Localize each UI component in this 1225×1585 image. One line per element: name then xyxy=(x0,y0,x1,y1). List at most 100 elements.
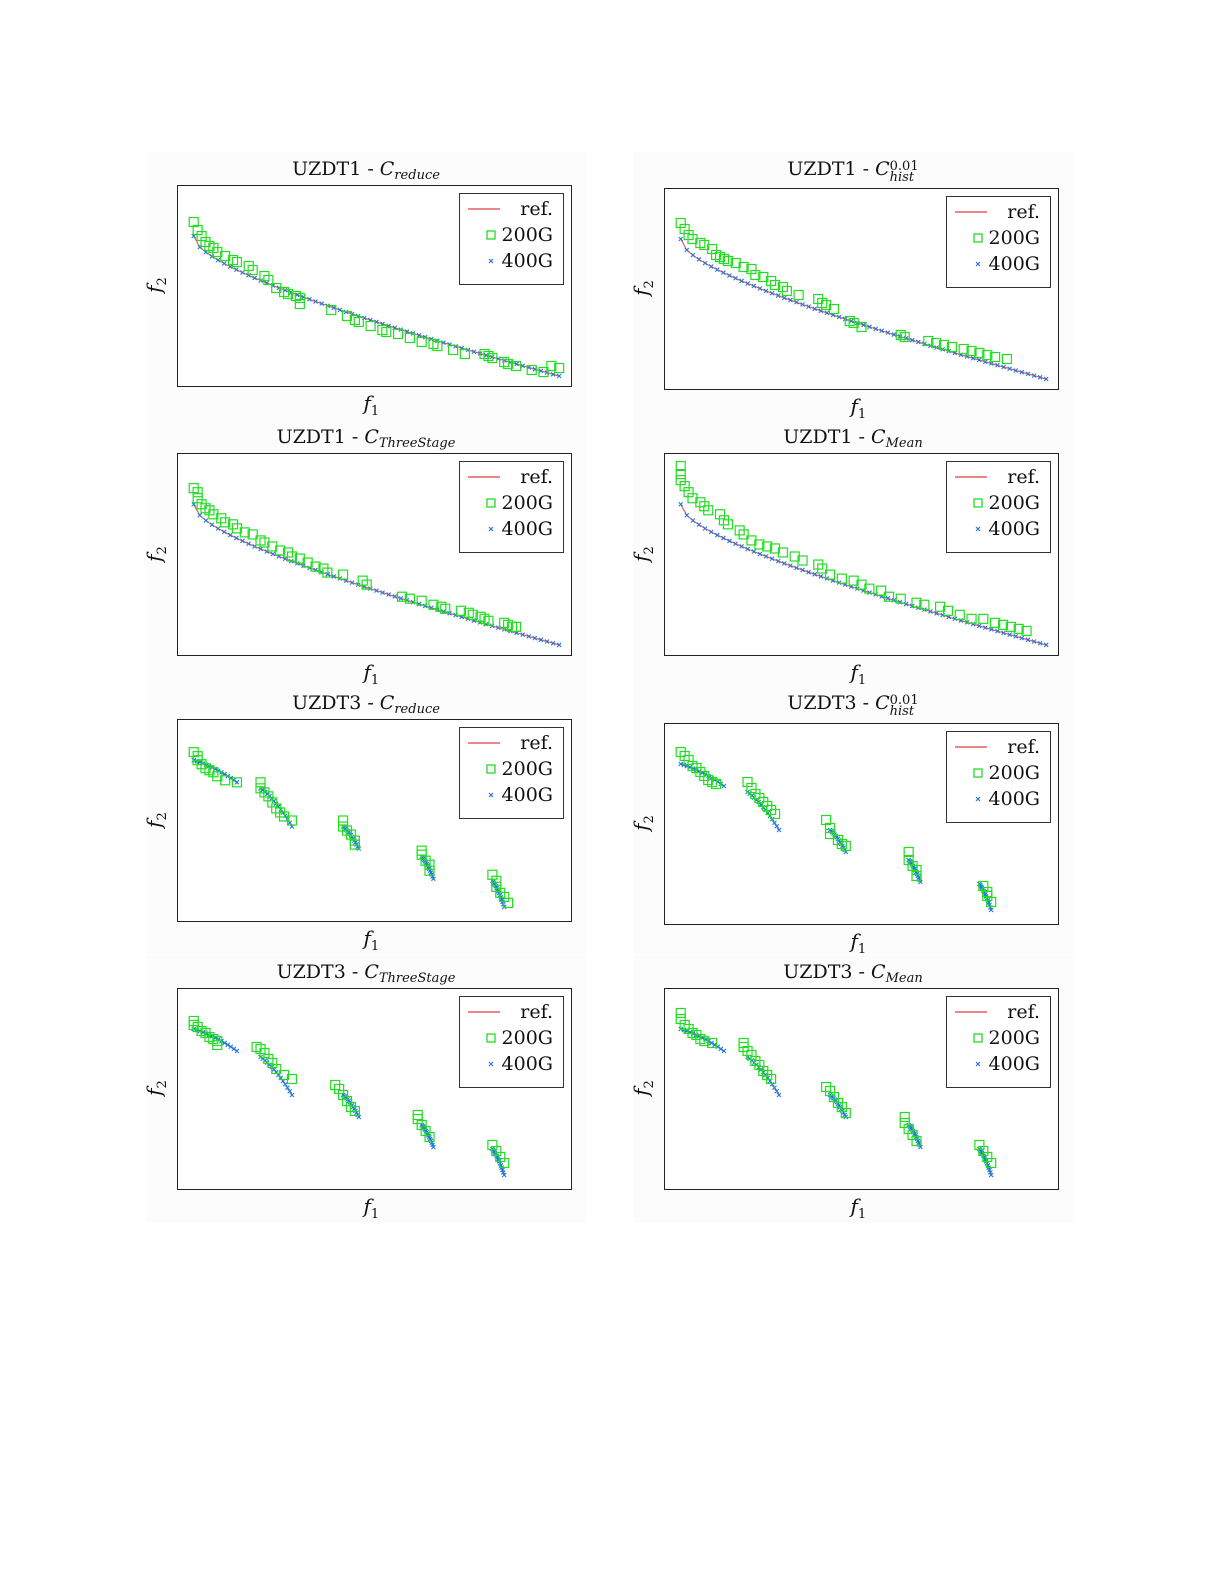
line-icon xyxy=(468,742,500,744)
legend-label-200g: 200G xyxy=(501,224,553,246)
chart-panel-uzdt3-hist: UZDT3 - C 0.01 hist ref. 200G 400G f2 f1 xyxy=(629,686,1073,957)
y-axis-label: f2 xyxy=(141,277,170,293)
legend-item-ref: ref. xyxy=(947,464,1050,490)
line-icon xyxy=(468,1011,500,1013)
legend: ref. 200G 400G xyxy=(946,196,1051,288)
plot-area: ref. 200G 400G xyxy=(177,988,572,1190)
y-axis-label: f2 xyxy=(628,1080,657,1096)
legend-item-400g: 400G xyxy=(947,516,1050,542)
criterion-symbol: C xyxy=(364,961,379,983)
legend-item-200g: 200G xyxy=(947,760,1050,786)
plot-area: ref. 200G 400G xyxy=(177,453,572,656)
title-separator: - xyxy=(345,426,365,448)
legend-label-400g: 400G xyxy=(988,788,1040,810)
criterion-symbol: C xyxy=(875,692,890,714)
y-axis-label: f2 xyxy=(141,545,170,562)
legend-label-400g: 400G xyxy=(988,1053,1040,1075)
legend-item-200g: 200G xyxy=(947,1025,1050,1051)
legend-label-200g: 200G xyxy=(501,1027,553,1049)
x-axis-label: f1 xyxy=(363,660,380,688)
legend-label-200g: 200G xyxy=(501,758,553,780)
panel-title: UZDT1 - CMean xyxy=(633,426,1073,451)
title-separator: - xyxy=(852,961,872,983)
title-separator: - xyxy=(345,961,365,983)
legend-label-400g: 400G xyxy=(501,250,553,272)
legend-label-400g: 400G xyxy=(988,518,1040,540)
legend-item-ref: ref. xyxy=(460,730,563,756)
criterion-subscript: reduce xyxy=(394,168,440,183)
x-axis-label: f1 xyxy=(850,1194,867,1222)
x-marker-icon xyxy=(488,792,494,798)
chart-panel-uzdt3-threestage: UZDT3 - CThreeStage ref. 200G 400G f2 f xyxy=(142,955,586,1223)
x-axis-label: f1 xyxy=(363,391,380,419)
scatter-plot xyxy=(188,1015,510,1178)
legend: ref. 200G 400G xyxy=(946,731,1051,823)
legend-label-200g: 200G xyxy=(501,492,553,514)
problem-name: UZDT1 xyxy=(783,426,853,448)
title-separator: - xyxy=(856,158,876,180)
legend: ref. 200G 400G xyxy=(459,193,564,285)
chart-panel-uzdt1-hist: UZDT1 - C 0.01 hist ref. 200G 400G f2 f1 xyxy=(629,152,1073,422)
criterion-symbol: C xyxy=(871,426,886,448)
legend-label-200g: 200G xyxy=(988,492,1040,514)
criterion-subscript: Mean xyxy=(885,971,923,986)
chart-panel-uzdt1-threestage: UZDT1 - CThreeStage ref. 200G 400G f2 f xyxy=(142,420,586,688)
legend-label-200g: 200G xyxy=(988,227,1040,249)
line-icon xyxy=(955,746,987,748)
legend-item-ref: ref. xyxy=(460,196,563,222)
line-icon xyxy=(468,208,500,210)
line-icon xyxy=(468,476,500,478)
y-axis-label: f2 xyxy=(141,1080,170,1096)
square-marker-icon xyxy=(973,498,983,508)
legend-item-400g: 400G xyxy=(460,782,563,808)
line-icon xyxy=(955,1011,987,1013)
y-axis-label: f2 xyxy=(628,545,657,562)
legend-label-200g: 200G xyxy=(988,762,1040,784)
criterion-superscript: 0.01 xyxy=(889,159,919,174)
plot-area: ref. 200G 400G xyxy=(177,185,572,387)
square-marker-icon xyxy=(973,1033,983,1043)
square-marker-icon xyxy=(486,230,496,240)
problem-name: UZDT1 xyxy=(292,158,362,180)
legend-item-ref: ref. xyxy=(947,199,1050,225)
problem-name: UZDT1 xyxy=(276,426,346,448)
problem-name: UZDT1 xyxy=(787,158,857,180)
title-separator: - xyxy=(852,426,872,448)
scatter-plot xyxy=(675,1007,997,1178)
legend-item-200g: 200G xyxy=(947,490,1050,516)
square-marker-icon xyxy=(486,498,496,508)
chart-panel-uzdt3-mean: UZDT3 - CMean ref. 200G 400G f2 f1 xyxy=(629,955,1073,1223)
panel-title: UZDT1 - C 0.01 hist xyxy=(633,158,1073,184)
legend-item-ref: ref. xyxy=(460,464,563,490)
x-marker-icon xyxy=(488,526,494,532)
plot-area: ref. 200G 400G xyxy=(177,719,572,922)
legend-item-400g: 400G xyxy=(947,1051,1050,1077)
legend-item-ref: ref. xyxy=(460,999,563,1025)
line-icon xyxy=(955,211,987,213)
plot-area: ref. 200G 400G xyxy=(664,988,1059,1190)
plot-area: ref. 200G 400G xyxy=(664,188,1059,390)
legend-item-400g: 400G xyxy=(460,1051,563,1077)
scatter-plot xyxy=(188,483,562,648)
square-marker-icon xyxy=(973,233,983,243)
x-marker-icon xyxy=(488,1061,494,1067)
criterion-subscript: reduce xyxy=(394,702,440,717)
x-marker-icon xyxy=(975,796,981,802)
legend-item-400g: 400G xyxy=(947,251,1050,277)
title-separator: - xyxy=(361,158,380,180)
panel-title: UZDT3 - CMean xyxy=(633,961,1073,986)
problem-name: UZDT3 xyxy=(276,961,346,983)
panel-title: UZDT3 - CThreeStage xyxy=(146,961,586,986)
legend-label-ref: ref. xyxy=(1007,201,1040,223)
legend-item-200g: 200G xyxy=(460,756,563,782)
criterion-subscript: Mean xyxy=(885,436,923,451)
x-axis-label: f1 xyxy=(363,1194,380,1222)
legend-label-ref: ref. xyxy=(1007,466,1040,488)
legend-label-400g: 400G xyxy=(501,784,553,806)
panel-title: UZDT1 - Creduce xyxy=(146,158,586,183)
x-marker-icon xyxy=(975,1061,981,1067)
legend-item-400g: 400G xyxy=(947,786,1050,812)
x-axis-label: f1 xyxy=(850,394,867,422)
legend-label-ref: ref. xyxy=(520,466,553,488)
criterion-symbol: C xyxy=(364,426,379,448)
